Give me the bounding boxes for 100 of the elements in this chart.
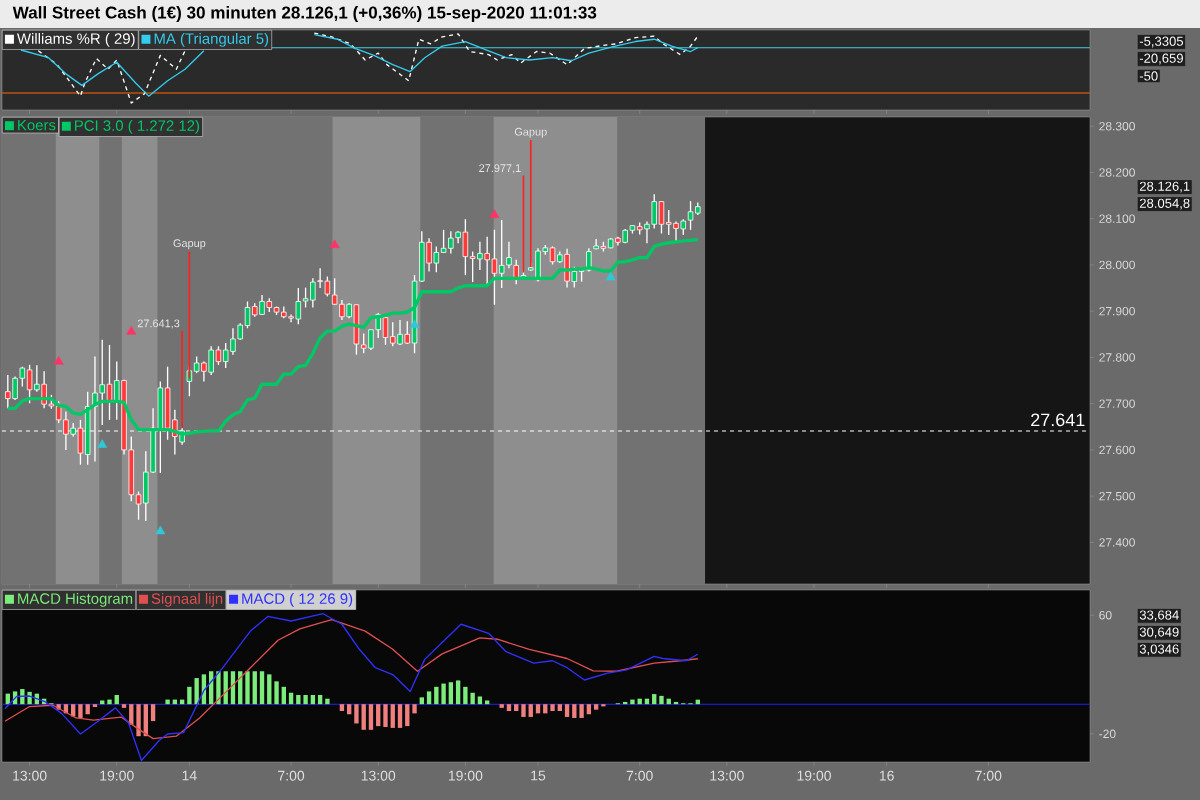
annotation: 27.977,1 — [479, 164, 521, 174]
y-tick-label: 28.300 — [1099, 121, 1135, 131]
chart-title: Wall Street Cash (1€) 30 minuten 28.126,1 (+0,36%) 15-sep-2020 11:01:33 — [12, 6, 597, 22]
x-tick-label: 15 — [531, 770, 546, 781]
bar — [114, 694, 119, 705]
bar — [238, 671, 243, 705]
x-tick-label: 16 — [879, 770, 894, 781]
legend-label: Signaal lijn — [151, 592, 223, 607]
bar — [78, 704, 83, 718]
bar — [586, 704, 592, 715]
bar — [572, 704, 577, 718]
bar — [477, 696, 483, 705]
bar — [419, 697, 424, 705]
bar — [528, 704, 533, 717]
bar — [397, 704, 403, 728]
point — [409, 319, 420, 328]
bar — [593, 704, 599, 710]
y-tick-label: 27.600 — [1099, 445, 1135, 455]
bar — [325, 698, 330, 705]
legend-label: Williams %R ( 29) — [17, 32, 135, 47]
text: 3,0346 — [1139, 644, 1179, 656]
bar — [601, 704, 606, 707]
candlestick — [658, 200, 665, 235]
bar — [630, 699, 635, 705]
y-tick-label: 27.400 — [1099, 538, 1135, 547]
bar — [310, 694, 316, 705]
x-tick-label: 19:00 — [797, 770, 831, 781]
y-tick-label: 27.800 — [1099, 353, 1135, 362]
x-tick-label: 19:00 — [448, 770, 483, 781]
text: -50 — [1139, 71, 1158, 81]
text: -5,3305 — [1139, 36, 1184, 48]
bar — [339, 704, 345, 711]
point — [605, 271, 616, 281]
bar — [426, 691, 432, 705]
bar — [470, 692, 475, 705]
bar — [514, 704, 519, 711]
text: 30,649 — [1139, 627, 1179, 639]
x-tick-label: 7:00 — [626, 770, 653, 781]
point — [126, 325, 137, 335]
bar — [85, 704, 90, 715]
point — [97, 439, 108, 448]
bar — [368, 704, 374, 730]
annotation: Gapup — [514, 127, 547, 138]
bar — [652, 694, 657, 705]
bar — [579, 704, 584, 718]
bar — [107, 699, 112, 705]
bar — [165, 699, 170, 705]
bar — [252, 671, 257, 705]
x-tick-label: 19:00 — [100, 770, 134, 781]
y-tick-label: -20 — [1099, 729, 1116, 739]
y-tick-label: 27.500 — [1099, 491, 1135, 501]
bar — [557, 704, 562, 711]
text: 28.054,8 — [1139, 198, 1190, 210]
bar — [361, 704, 366, 730]
bar — [274, 681, 279, 705]
y-tick-label: 27.900 — [1099, 306, 1135, 316]
x-tick-label: 7:00 — [975, 770, 1002, 781]
point — [155, 525, 166, 535]
bar — [296, 694, 301, 705]
annotation: 27.641,3 — [137, 319, 180, 329]
bar — [521, 704, 526, 717]
bar — [317, 694, 323, 705]
line-series — [4, 613, 699, 762]
bar — [448, 682, 454, 705]
bar — [100, 700, 105, 705]
point — [53, 355, 64, 365]
point — [329, 239, 340, 249]
bar — [267, 674, 272, 705]
bar — [506, 704, 512, 711]
bar — [376, 704, 381, 727]
bar — [455, 680, 461, 705]
bar — [543, 704, 548, 714]
bar — [303, 694, 308, 705]
bar — [564, 704, 570, 717]
text: -20,659 — [1139, 53, 1183, 65]
bar — [441, 683, 446, 705]
bar — [383, 704, 388, 728]
legend-label: PCI 3.0 ( 1.272 12) — [75, 119, 200, 134]
x-tick-label: 14 — [182, 770, 197, 781]
bar — [535, 704, 541, 714]
y-tick-label: 28.200 — [1099, 168, 1135, 177]
candlestick — [244, 300, 251, 329]
text: 33,684 — [1139, 610, 1179, 622]
point — [489, 209, 500, 218]
legend-label: MACD ( 12 26 9) — [242, 592, 353, 607]
line-series — [4, 618, 699, 740]
x-tick-label: 13:00 — [710, 770, 744, 781]
bar — [434, 686, 439, 705]
bar — [354, 704, 359, 724]
annotation: Gapup — [173, 239, 206, 250]
candlestick — [382, 314, 389, 346]
legend-label: MA (Triangular 5) — [154, 32, 269, 47]
bar — [346, 704, 352, 715]
bar — [194, 678, 199, 705]
bar — [20, 689, 25, 705]
bar — [659, 695, 664, 705]
bar — [245, 671, 250, 705]
bar — [390, 704, 395, 728]
bar — [412, 704, 417, 714]
bar — [187, 686, 192, 705]
